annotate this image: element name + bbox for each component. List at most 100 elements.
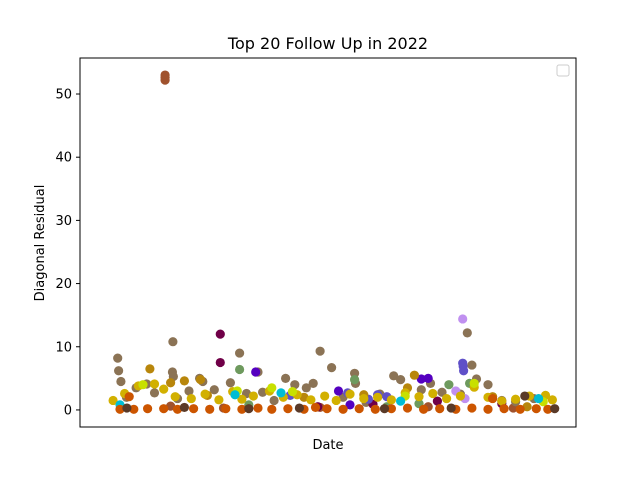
data-point (281, 373, 291, 383)
data-point (294, 403, 304, 413)
data-point (462, 328, 472, 338)
data-point (437, 387, 447, 397)
data-point (416, 385, 426, 395)
data-point (396, 375, 406, 385)
data-point (488, 393, 498, 404)
data-point (230, 390, 240, 400)
data-point (416, 374, 426, 384)
data-point (145, 364, 155, 374)
data-point (467, 403, 477, 413)
data-point (520, 391, 530, 401)
data-point (446, 403, 456, 413)
data-point (215, 329, 225, 339)
data-point (283, 404, 293, 414)
data-point (290, 380, 300, 390)
data-point (301, 383, 311, 393)
data-point (244, 404, 254, 414)
data-point (179, 402, 189, 413)
data-point (350, 375, 360, 385)
data-point (114, 366, 124, 376)
data-point (359, 393, 369, 404)
data-point (149, 379, 160, 389)
data-point (386, 395, 396, 405)
data-point (166, 378, 176, 388)
data-point (428, 388, 438, 399)
data-point (444, 380, 454, 390)
data-point (189, 404, 199, 414)
data-point (306, 395, 316, 405)
data-point (310, 402, 321, 413)
data-point (483, 404, 493, 414)
data-point (168, 337, 178, 347)
data-point (458, 314, 468, 324)
data-point (499, 404, 509, 414)
data-point (287, 387, 298, 397)
y-tick-label: 10 (55, 340, 72, 355)
data-point (550, 404, 560, 414)
axes (79, 57, 577, 428)
data-point (269, 395, 279, 406)
data-point (214, 395, 224, 405)
points-layer (108, 70, 560, 414)
data-point (435, 404, 445, 414)
data-point (350, 368, 360, 378)
data-point (345, 400, 355, 410)
data-point (331, 395, 341, 406)
data-point (221, 404, 231, 414)
data-point (354, 404, 364, 414)
data-point (116, 376, 126, 387)
chart-title: Top 20 Follow Up in 2022 (227, 34, 428, 53)
y-tick-label: 30 (55, 214, 72, 229)
data-point (237, 394, 247, 404)
data-point (113, 353, 123, 363)
data-point (276, 388, 286, 398)
data-point (419, 404, 429, 414)
data-point (124, 392, 134, 402)
data-point (522, 402, 532, 412)
data-point (235, 364, 245, 375)
data-point (414, 392, 424, 402)
data-point (515, 404, 525, 414)
data-point (333, 386, 344, 396)
data-point (469, 378, 479, 389)
data-point (138, 380, 148, 390)
data-point (115, 404, 125, 414)
data-point (248, 391, 258, 401)
data-point (345, 389, 355, 399)
data-point (170, 392, 180, 402)
y-axis-ticks: 0 10 20 30 40 50 (55, 88, 80, 418)
data-point (455, 391, 465, 401)
data-point (209, 385, 219, 395)
data-point (320, 391, 330, 401)
data-point (299, 392, 309, 402)
data-point (160, 75, 170, 85)
data-point (327, 363, 337, 373)
y-tick-label: 50 (55, 88, 72, 103)
data-point (386, 404, 396, 414)
data-point (215, 357, 225, 368)
data-point (510, 394, 521, 404)
y-tick-label: 40 (55, 151, 72, 166)
data-point (149, 388, 160, 398)
data-point (547, 395, 558, 405)
data-point (459, 366, 469, 376)
data-point (195, 375, 206, 385)
data-point (467, 360, 477, 370)
data-point (235, 348, 245, 358)
data-point (122, 403, 132, 413)
data-point (166, 401, 176, 411)
data-point (373, 392, 383, 402)
data-point (159, 384, 169, 394)
data-point (159, 404, 169, 414)
data-point (267, 404, 277, 414)
data-point (258, 387, 268, 397)
y-axis-label: Diagonal Residual (33, 185, 48, 302)
data-point (225, 378, 235, 388)
data-point (108, 395, 118, 406)
data-point (267, 383, 277, 393)
data-point (483, 380, 493, 390)
x-axis-label: Date (312, 438, 343, 453)
data-point (338, 404, 348, 414)
data-point (253, 403, 263, 413)
